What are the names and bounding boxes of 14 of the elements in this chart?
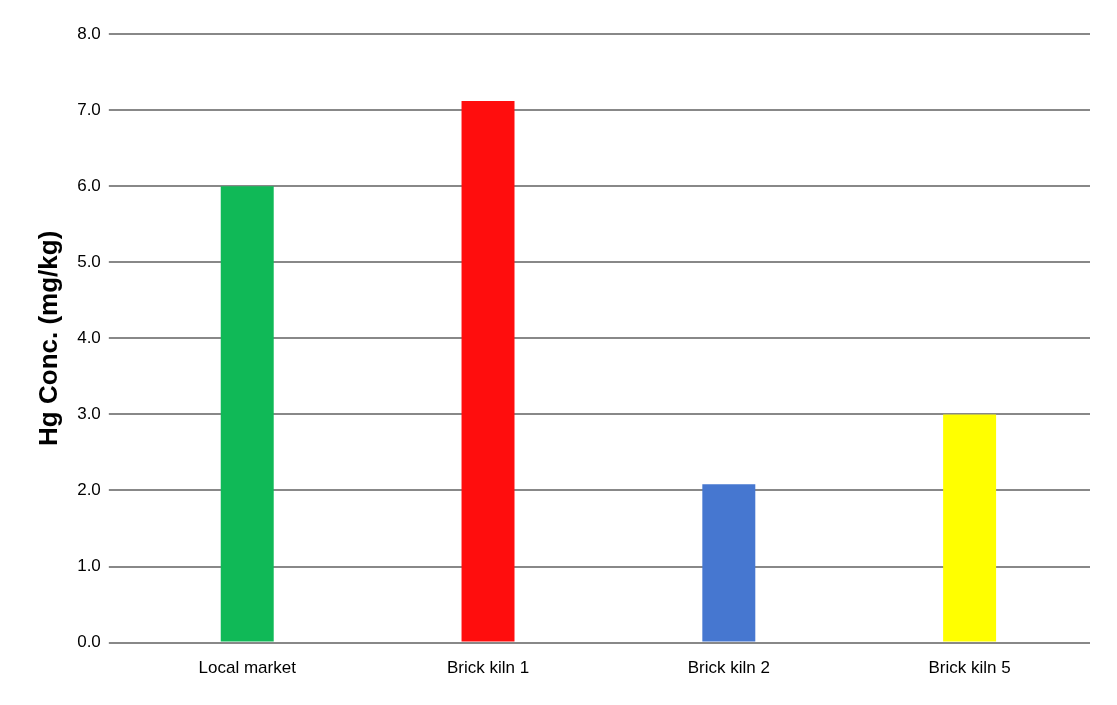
x-tick-label: Brick kiln 5 <box>928 658 1011 678</box>
y-tick-label: 3.0 <box>77 404 101 424</box>
x-tick-label: Local market <box>198 658 297 678</box>
x-tick-label: Brick kiln 2 <box>687 658 770 678</box>
y-tick-label: 6.0 <box>77 175 101 195</box>
y-tick-label: 1.0 <box>77 556 101 576</box>
y-axis-title: Hg Conc. (mg/kg) <box>32 230 63 446</box>
y-tick-label: 0.0 <box>77 632 101 652</box>
y-tick-label: 5.0 <box>77 251 101 271</box>
x-tick-label: Brick kiln 1 <box>446 658 530 678</box>
y-tick-label: 2.0 <box>77 480 101 500</box>
y-tick-label: 7.0 <box>77 99 101 119</box>
y-tick-label: 8.0 <box>77 23 101 43</box>
y-tick-label: 4.0 <box>77 327 101 347</box>
